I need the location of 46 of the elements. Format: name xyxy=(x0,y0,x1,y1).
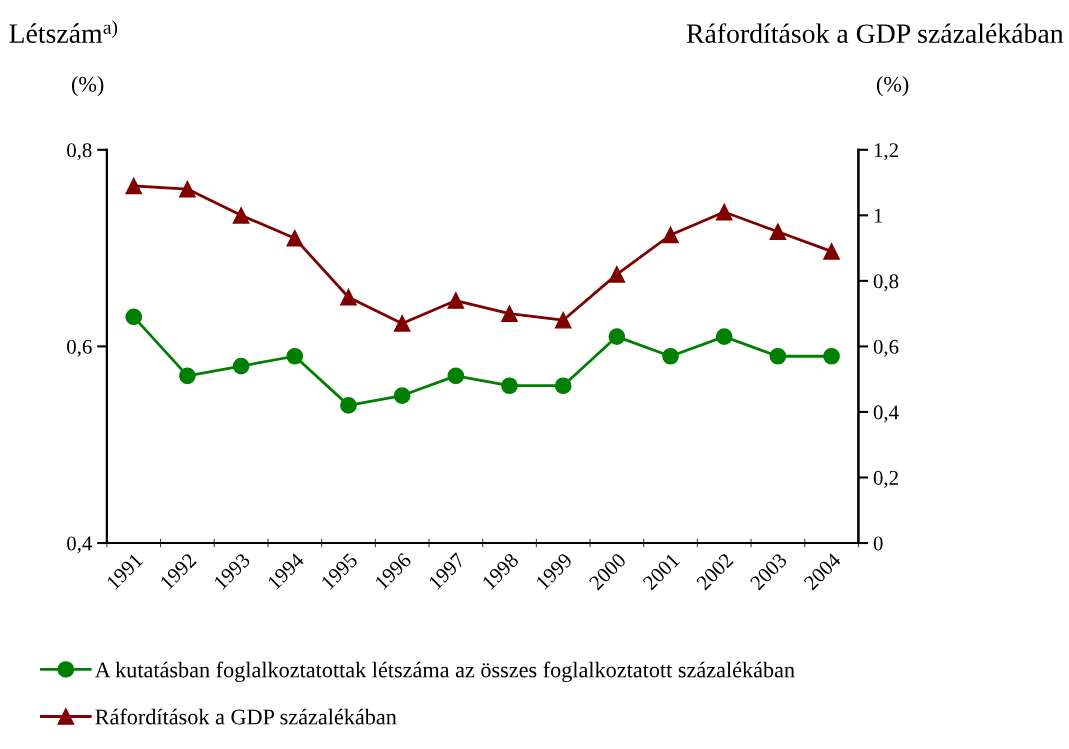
y2-tick-label: 0 xyxy=(873,536,883,551)
legend-label: A kutatásban foglalkoztatottak létszáma az összes foglalkoztatott százalékában xyxy=(94,661,795,683)
point xyxy=(393,387,411,404)
y2-axis-title: Ráfordítások a GDP százalékában xyxy=(686,23,1064,44)
x-tick-label: 1991 xyxy=(106,552,144,590)
point xyxy=(447,367,465,385)
y-tick-label: 0,8 xyxy=(67,143,92,161)
y2-tick-label: 1 xyxy=(874,208,883,223)
y-tick-label: 0,6 xyxy=(67,339,92,357)
legend-label: Ráfordítások a GDP százalékában xyxy=(95,708,397,725)
point xyxy=(769,347,787,365)
point xyxy=(232,207,250,224)
point xyxy=(554,377,572,395)
y2-tick-label: 0,6 xyxy=(873,339,899,357)
y2-tick-label: 0,2 xyxy=(873,470,898,488)
point xyxy=(340,397,357,414)
point xyxy=(447,292,465,309)
point xyxy=(662,347,679,365)
point xyxy=(501,305,518,322)
point xyxy=(823,243,840,260)
point xyxy=(232,357,250,375)
y-axis-title: Létszám$^{a)}$ xyxy=(9,20,118,43)
text: (%) xyxy=(876,76,909,97)
point xyxy=(608,265,626,283)
text: (%) xyxy=(71,76,104,97)
y2-tick-label: 0,4 xyxy=(873,405,899,423)
point xyxy=(554,311,572,329)
point xyxy=(715,203,733,221)
point xyxy=(393,315,411,332)
point xyxy=(769,223,787,241)
point xyxy=(662,226,679,244)
point xyxy=(715,328,733,345)
point xyxy=(286,347,304,365)
point xyxy=(179,180,196,198)
y2-tick-label: 0,8 xyxy=(873,274,899,292)
point xyxy=(608,328,626,345)
y-tick-label: 0,4 xyxy=(67,536,92,554)
y2-tick-label: 1,2 xyxy=(874,143,898,161)
point xyxy=(179,367,196,385)
point xyxy=(125,177,143,195)
point xyxy=(340,288,357,306)
point xyxy=(125,308,143,326)
point xyxy=(286,229,304,247)
point xyxy=(501,377,518,395)
point xyxy=(823,347,840,365)
x-tick-label: 2001 xyxy=(642,552,681,591)
